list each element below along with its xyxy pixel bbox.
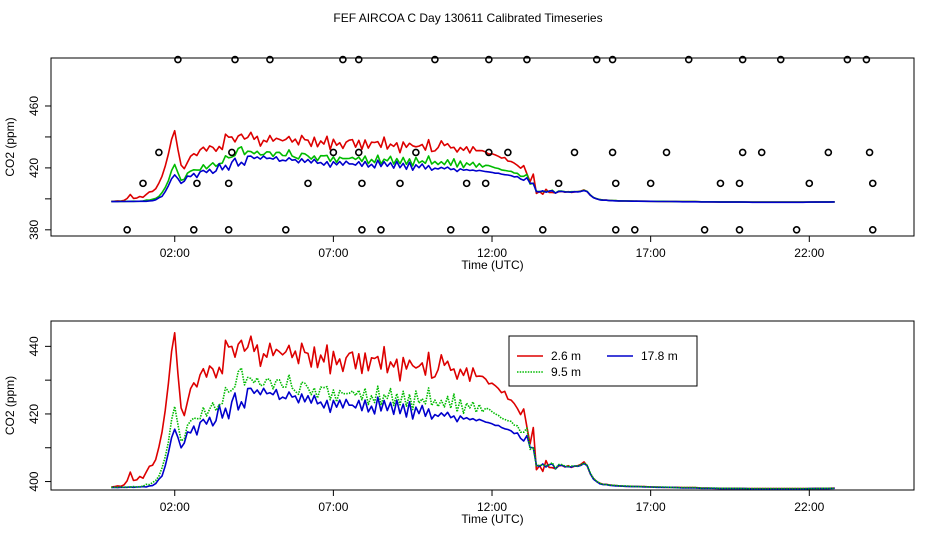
y-tick-label: 400 bbox=[27, 471, 41, 491]
data-marker bbox=[412, 148, 420, 157]
data-marker bbox=[700, 226, 709, 234]
data-marker bbox=[684, 55, 693, 64]
data-marker bbox=[193, 179, 201, 188]
data-marker bbox=[611, 226, 620, 234]
data-marker bbox=[662, 148, 671, 157]
legend-box bbox=[508, 335, 698, 387]
y-tick-label: 460 bbox=[27, 96, 41, 116]
data-marker bbox=[358, 226, 366, 234]
data-marker bbox=[189, 226, 198, 234]
data-marker bbox=[538, 226, 547, 234]
x-tick-label: 02:00 bbox=[160, 246, 190, 260]
x-tick-label: 07:00 bbox=[318, 500, 348, 514]
data-marker bbox=[805, 179, 814, 188]
x-tick-label: 02:00 bbox=[160, 500, 190, 514]
data-marker bbox=[523, 55, 531, 64]
data-marker bbox=[776, 55, 785, 64]
legend: 2.6 m 17.8 m 9.5 m bbox=[508, 335, 698, 387]
data-marker bbox=[481, 226, 490, 234]
data-marker bbox=[377, 226, 385, 234]
y-tick-label: 440 bbox=[27, 336, 41, 356]
data-marker bbox=[155, 148, 163, 157]
y-tick-label: 420 bbox=[27, 404, 41, 424]
x-tick-label: 07:00 bbox=[318, 246, 348, 260]
x-tick-label: 12:00 bbox=[477, 500, 507, 514]
data-marker bbox=[224, 179, 233, 188]
series-line-m17_8 bbox=[111, 387, 835, 490]
data-marker bbox=[646, 179, 655, 188]
data-marker bbox=[339, 55, 347, 64]
data-marker bbox=[396, 179, 404, 188]
data-marker bbox=[266, 55, 274, 64]
data-marker bbox=[865, 148, 874, 157]
data-marker bbox=[123, 226, 131, 234]
data-marker bbox=[431, 55, 439, 64]
data-marker bbox=[611, 179, 620, 188]
x-tick-label: 17:00 bbox=[636, 246, 666, 260]
y-axis-label: CO2 (ppm) bbox=[3, 376, 17, 435]
data-marker bbox=[354, 55, 363, 64]
data-marker bbox=[735, 226, 744, 234]
data-marker bbox=[862, 55, 871, 64]
x-tick-label: 17:00 bbox=[636, 500, 666, 514]
top-panel: 02:00 07:00 12:00 17:00 22:00 380 420 460 Time (… bbox=[3, 55, 915, 272]
data-marker bbox=[592, 55, 601, 64]
data-marker bbox=[735, 179, 744, 188]
data-marker bbox=[224, 226, 233, 234]
legend-label: 9.5 m bbox=[551, 365, 581, 379]
data-marker bbox=[281, 226, 290, 234]
data-marker bbox=[738, 148, 747, 157]
x-tick-label: 22:00 bbox=[794, 500, 824, 514]
data-marker bbox=[358, 179, 366, 188]
data-marker bbox=[481, 179, 490, 188]
data-marker bbox=[174, 55, 182, 64]
data-marker bbox=[608, 55, 617, 64]
y-tick-label: 420 bbox=[27, 158, 41, 178]
plot-frame bbox=[50, 320, 915, 491]
data-marker bbox=[570, 148, 579, 157]
data-marker bbox=[304, 179, 312, 188]
x-tick-label: 22:00 bbox=[794, 246, 824, 260]
data-marker bbox=[485, 148, 493, 157]
figure-title: FEF AIRCOA C Day 130611 Calibrated Times… bbox=[333, 11, 602, 25]
data-marker bbox=[608, 148, 617, 157]
data-marker bbox=[757, 148, 766, 157]
legend-label: 17.8 m bbox=[641, 349, 678, 363]
x-axis-label: Time (UTC) bbox=[461, 512, 523, 526]
data-marker bbox=[231, 55, 239, 64]
plot-frame bbox=[50, 57, 915, 237]
data-marker bbox=[738, 55, 747, 64]
data-marker bbox=[354, 148, 363, 157]
x-axis-label: Time (UTC) bbox=[461, 258, 523, 272]
data-marker bbox=[504, 148, 512, 157]
data-marker bbox=[843, 55, 852, 64]
data-marker bbox=[485, 55, 493, 64]
y-axis-label: CO2 (ppm) bbox=[3, 117, 17, 176]
data-marker bbox=[139, 179, 147, 188]
data-marker bbox=[228, 148, 236, 157]
x-tick-label: 12:00 bbox=[477, 246, 507, 260]
series-line-m17_8 bbox=[111, 155, 835, 204]
series-line-m9_5 bbox=[111, 367, 835, 490]
legend-label: 2.6 m bbox=[551, 349, 581, 363]
data-marker bbox=[716, 179, 725, 188]
data-marker bbox=[792, 226, 801, 234]
y-tick-label: 380 bbox=[27, 219, 41, 239]
data-marker bbox=[462, 179, 471, 188]
data-marker bbox=[446, 226, 455, 234]
data-marker bbox=[868, 226, 877, 234]
data-marker bbox=[824, 148, 833, 157]
data-marker bbox=[868, 179, 877, 188]
data-marker bbox=[554, 179, 563, 188]
series-line-m9_5 bbox=[111, 146, 835, 203]
data-marker bbox=[630, 226, 639, 234]
data-marker bbox=[329, 148, 338, 157]
bottom-panel: 02:00 07:00 12:00 17:00 22:00 400 420 440 Time (… bbox=[3, 320, 915, 526]
